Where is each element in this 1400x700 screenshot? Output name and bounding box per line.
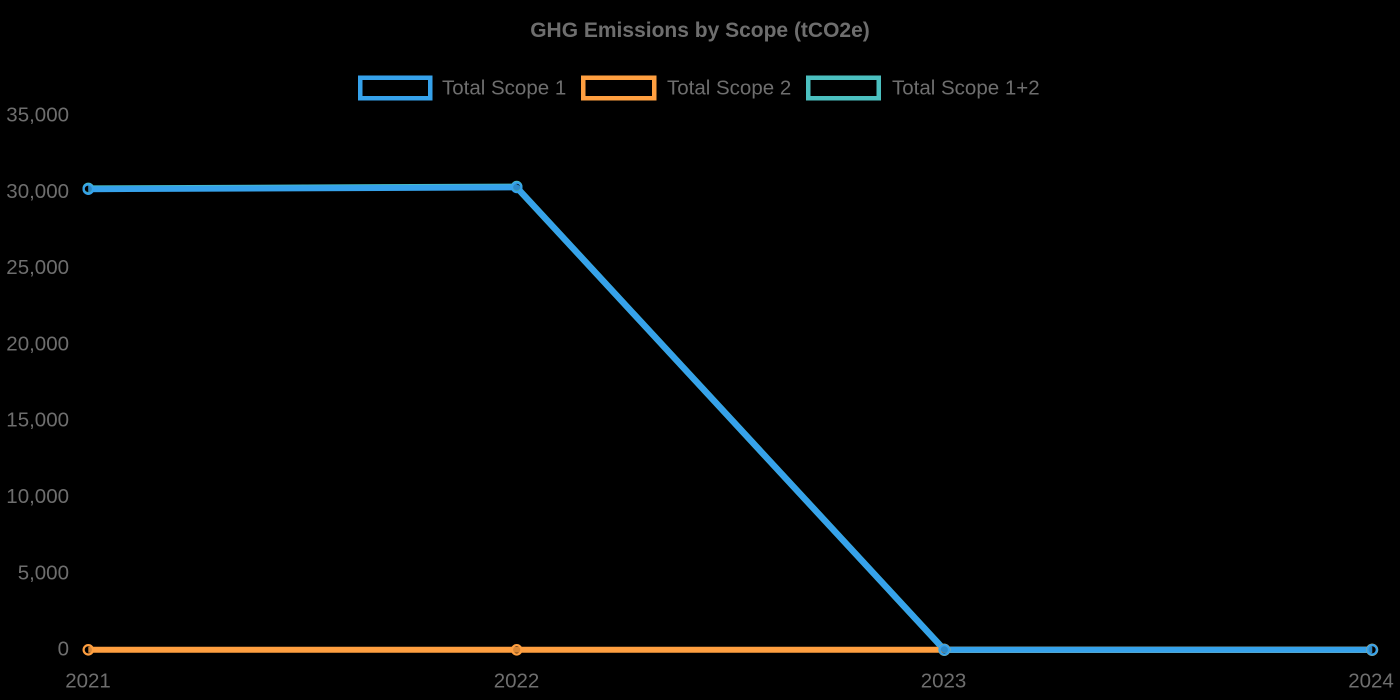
svg-text:2023: 2023: [921, 670, 967, 693]
svg-text:15,000: 15,000: [6, 409, 69, 432]
svg-text:25,000: 25,000: [6, 256, 69, 279]
svg-text:Total Scope 2: Total Scope 2: [667, 77, 791, 100]
svg-text:5,000: 5,000: [18, 561, 69, 584]
svg-text:Total Scope 1+2: Total Scope 1+2: [892, 77, 1040, 100]
svg-text:30,000: 30,000: [6, 180, 69, 203]
svg-text:2021: 2021: [65, 670, 111, 693]
svg-text:2022: 2022: [494, 670, 540, 693]
svg-text:35,000: 35,000: [6, 104, 69, 127]
svg-text:2024: 2024: [1348, 670, 1394, 693]
svg-text:Total Scope 1: Total Scope 1: [442, 77, 566, 100]
svg-text:GHG Emissions by Scope (tCO2e): GHG Emissions by Scope (tCO2e): [530, 19, 870, 42]
svg-text:10,000: 10,000: [6, 485, 69, 508]
svg-text:0: 0: [58, 638, 69, 661]
svg-text:20,000: 20,000: [6, 332, 69, 355]
